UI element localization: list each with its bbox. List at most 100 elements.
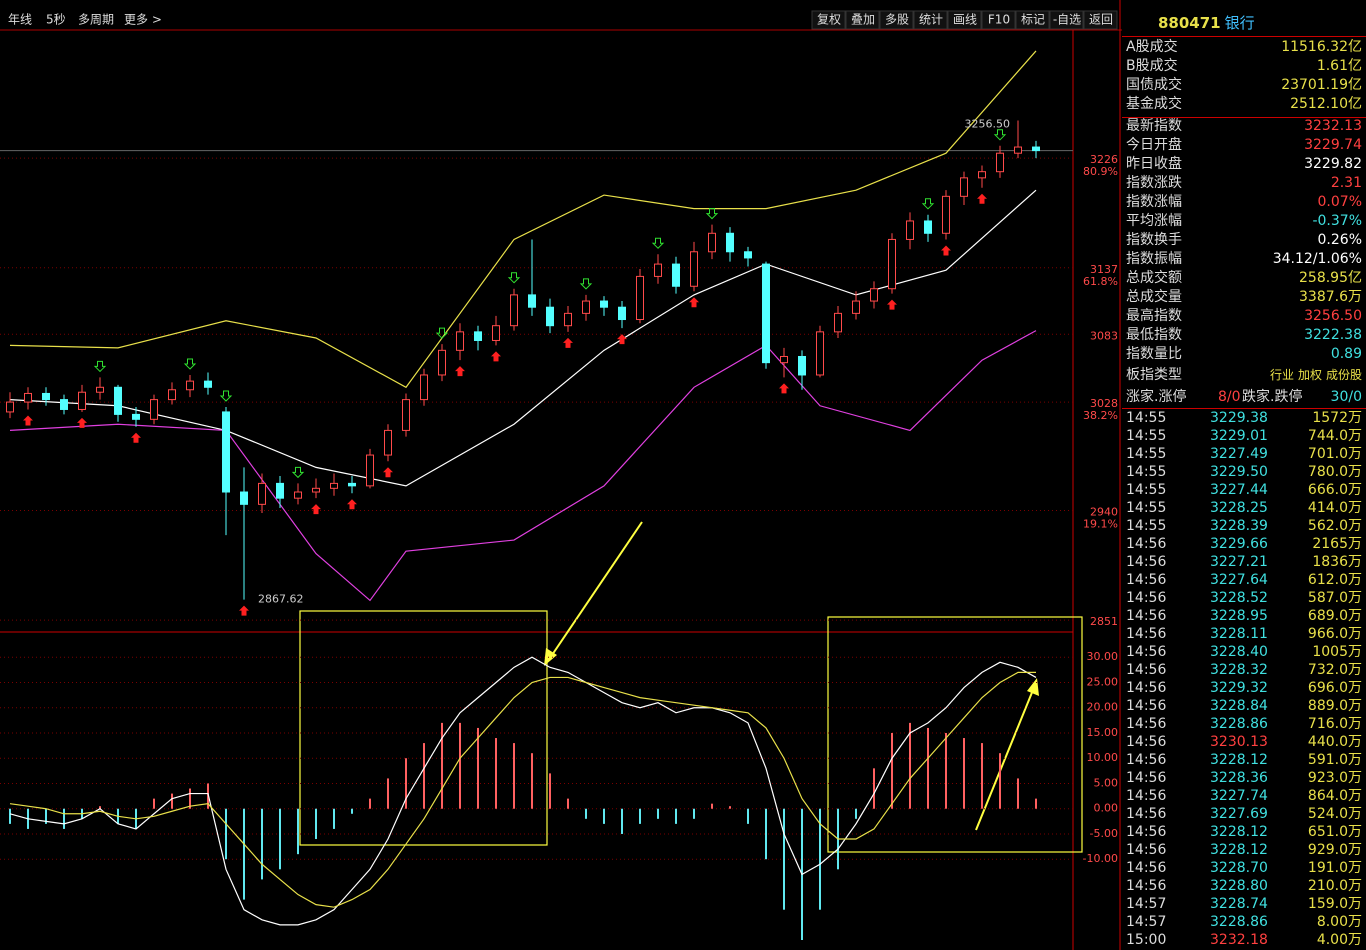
- tick-row: 14:56 3228.86 716.0万: [1126, 715, 1362, 733]
- candle-body: [402, 399, 410, 431]
- sell-signal: [291, 466, 305, 479]
- buy-signal: [455, 366, 465, 377]
- board-row: 板指类型 行业 加权 成份股: [1126, 366, 1362, 384]
- candle-body: [204, 380, 212, 388]
- stat-value: 2512.10亿: [1290, 96, 1362, 112]
- stat-value: 2.31: [1330, 175, 1362, 191]
- toolbar-button[interactable]: [879, 10, 914, 30]
- board-link[interactable]: 加权: [1297, 368, 1322, 382]
- candle-body: [456, 331, 464, 351]
- toolbar-button[interactable]: [1049, 10, 1084, 30]
- candle-body: [672, 263, 680, 287]
- quote-panel: 880471 银行 A股成交 11516.32亿 B股成交 1.61亿 国债成交 23701.…: [1122, 0, 1366, 950]
- y-tick-label: 0.00: [1094, 802, 1119, 815]
- stat-value: 11516.32亿: [1281, 39, 1362, 55]
- candle-body: [132, 413, 140, 420]
- toolbar-button-label[interactable]: 复权: [817, 13, 841, 27]
- tick-row: 14:56 3228.40 1005万: [1126, 643, 1362, 661]
- tick-price: 3228.25: [1210, 500, 1268, 516]
- tick-price: 3228.74: [1210, 896, 1268, 912]
- tick-row: 14:55 3229.38 1572万: [1126, 409, 1362, 427]
- y-tick-label: 15.00: [1087, 726, 1119, 739]
- toolbar-button[interactable]: [845, 10, 880, 30]
- toolbar-button-label[interactable]: F10: [988, 13, 1010, 27]
- tick-price: 3230.13: [1210, 734, 1268, 750]
- tick-row: 14:56 3230.13 440.0万: [1126, 733, 1362, 751]
- toolbar-button[interactable]: [811, 10, 846, 30]
- tick-time: 14:56: [1126, 752, 1167, 768]
- toolbar-item[interactable]: 5秒: [46, 13, 66, 27]
- toolbar-item[interactable]: 多周期: [78, 13, 114, 27]
- toolbar-button-label[interactable]: -自选: [1053, 13, 1081, 27]
- tick-row: 14:55 3229.50 780.0万: [1126, 463, 1362, 481]
- tick-row: 14:56 3229.32 696.0万: [1126, 679, 1362, 697]
- buy-signal: [239, 605, 249, 616]
- candle-body: [546, 306, 554, 327]
- tick-price: 3232.18: [1210, 932, 1268, 948]
- tick-price: 3228.11: [1210, 626, 1268, 642]
- tick-time: 14:56: [1126, 680, 1167, 696]
- candle-body: [474, 331, 482, 341]
- board-link[interactable]: 行业: [1269, 368, 1294, 382]
- tick-row: 14:55 3227.44 666.0万: [1126, 481, 1362, 499]
- toolbar-button-label[interactable]: 多股: [885, 13, 909, 27]
- candle-body: [294, 491, 302, 499]
- tick-time: 14:56: [1126, 698, 1167, 714]
- tick-volume: 929.0万: [1307, 842, 1362, 858]
- tick-time: 14:56: [1126, 788, 1167, 804]
- candle-body: [492, 325, 500, 341]
- stat-label: 今日开盘: [1126, 137, 1182, 153]
- toolbar-button-label[interactable]: 标记: [1021, 13, 1045, 27]
- buy-signal: [383, 467, 393, 478]
- stat-row: 最高指数 3256.50: [1126, 307, 1362, 325]
- name: 银行: [1224, 14, 1255, 32]
- board-links: 行业 加权 成份股: [1266, 366, 1362, 384]
- toolbar-item[interactable]: 更多 >: [124, 13, 162, 27]
- tick-time: 14:57: [1126, 914, 1167, 930]
- band-line: [9, 330, 1037, 602]
- candle-body: [582, 300, 590, 314]
- toolbar-button[interactable]: [1015, 10, 1050, 30]
- candle-body: [24, 392, 32, 403]
- buy-signal: [941, 245, 951, 256]
- stat-row: 国债成交 23701.19亿: [1126, 76, 1362, 94]
- candle-body: [384, 429, 392, 456]
- macd-line: [9, 671, 1036, 908]
- toolbar-button[interactable]: [913, 10, 948, 30]
- limit-row: 涨家.涨停 8/0 跌家.跌停 30/0: [1126, 388, 1362, 406]
- candle-body: [96, 386, 104, 393]
- stat-value: 0.26%: [1317, 232, 1362, 248]
- tick-time: 14:56: [1126, 860, 1167, 876]
- toolbar-button[interactable]: [981, 10, 1016, 30]
- tick-price: 3228.12: [1210, 842, 1268, 858]
- tick-price: 3227.69: [1210, 806, 1268, 822]
- candle-body: [888, 238, 896, 290]
- stat-value: 3387.6万: [1299, 289, 1362, 305]
- tick-time: 14:56: [1126, 590, 1167, 606]
- stat-value: 23701.19亿: [1281, 77, 1362, 93]
- tick-time: 14:55: [1126, 428, 1167, 444]
- candle-body: [6, 401, 14, 413]
- toolbar-button-label[interactable]: 返回: [1089, 13, 1113, 27]
- sell-signal: [507, 272, 521, 284]
- toolbar-button[interactable]: [947, 10, 982, 30]
- sell-signal: [93, 360, 107, 373]
- toolbar-button-label[interactable]: 统计: [919, 13, 943, 27]
- buy-signal: [689, 297, 699, 308]
- toolbar-item[interactable]: 年线: [8, 13, 32, 27]
- tick-price: 3229.32: [1210, 680, 1268, 696]
- board-link[interactable]: 成份股: [1325, 368, 1362, 382]
- tick-row: 14:56 3228.11 966.0万: [1126, 625, 1362, 643]
- toolbar-button-label[interactable]: 画线: [953, 13, 977, 27]
- tick-volume: 562.0万: [1307, 518, 1362, 534]
- stat-value: 3229.82: [1304, 156, 1362, 172]
- tick-time: 14:56: [1126, 878, 1167, 894]
- highlight-box: [299, 610, 548, 846]
- toolbar-button-label[interactable]: 叠加: [851, 13, 875, 27]
- candle-body: [690, 251, 698, 287]
- candle-body: [1014, 146, 1022, 154]
- tick-price: 3228.32: [1210, 662, 1268, 678]
- stat-label: 指数换手: [1126, 232, 1182, 248]
- toolbar-button[interactable]: [1083, 10, 1118, 30]
- tick-price: 3227.64: [1210, 572, 1268, 588]
